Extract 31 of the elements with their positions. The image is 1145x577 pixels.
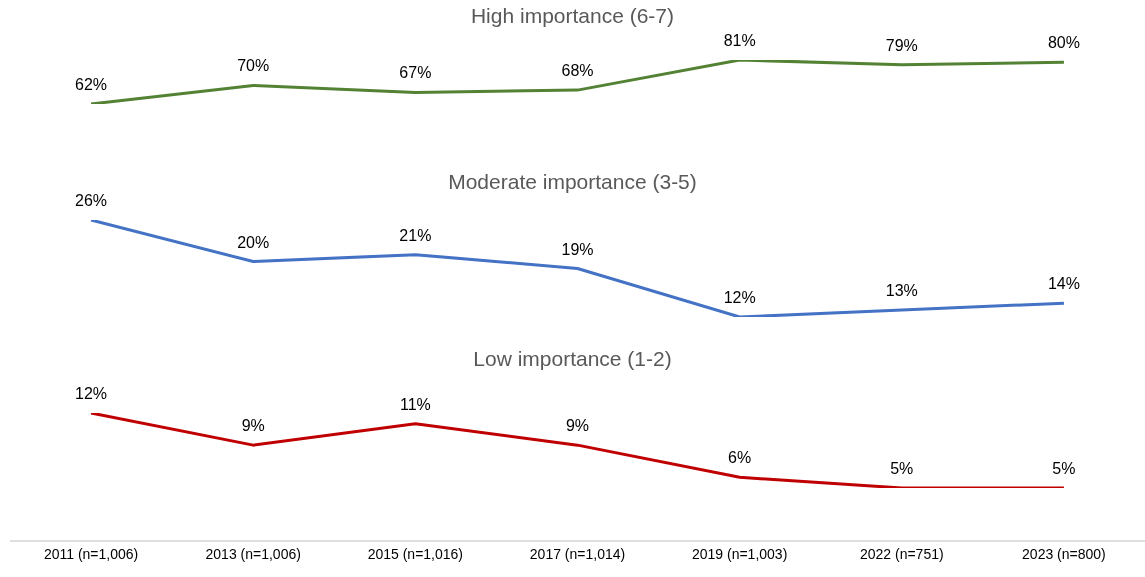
data-label: 14% (1047, 275, 1080, 293)
data-label: 21% (399, 226, 432, 244)
data-label: 12% (723, 289, 756, 306)
x-tick-label: 2017 (n=1,014) (529, 545, 626, 562)
data-label: 6% (728, 449, 752, 467)
data-label: 62% (75, 76, 108, 93)
data-label: 12% (75, 385, 108, 402)
data-label: 20% (237, 233, 270, 251)
chart-title: Moderate importance (3-5) (448, 170, 697, 193)
data-label: 13% (885, 282, 918, 300)
data-label: 81% (723, 32, 756, 49)
x-tick-label: 2013 (n=1,006) (205, 545, 301, 562)
data-label: 67% (399, 64, 432, 82)
data-label: 9% (565, 417, 590, 435)
data-label: 70% (237, 57, 270, 75)
data-label: 68% (561, 62, 594, 80)
data-label: 19% (561, 240, 594, 258)
x-tick-label: 2019 (n=1,003) (691, 545, 788, 562)
x-tick-label: 2023 (n=800) (1022, 545, 1106, 562)
chart-title: High importance (6-7) (469, 4, 676, 28)
data-label: 9% (241, 417, 265, 435)
chart-title: Low importance (1-2) (472, 347, 673, 371)
data-label: 80% (1047, 34, 1080, 52)
x-tick-label: 2011 (n=1,006) (43, 545, 139, 562)
data-label: 5% (1052, 460, 1076, 477)
data-label: 79% (885, 36, 918, 54)
x-tick-label: 2022 (n=751) (859, 545, 944, 562)
x-tick-label: 2015 (n=1,016) (367, 545, 464, 562)
data-label: 5% (890, 460, 914, 477)
data-label: 11% (399, 395, 431, 413)
data-label: 26% (75, 192, 108, 209)
